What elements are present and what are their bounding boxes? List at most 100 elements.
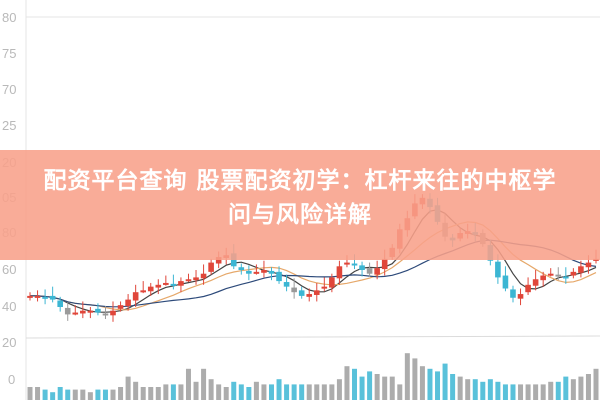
- volume-bar: [261, 384, 267, 400]
- candle-body: [276, 271, 282, 282]
- volume-bar: [359, 376, 365, 400]
- candle-body: [366, 268, 373, 274]
- volume-bar: [427, 368, 433, 400]
- volume-bar: [95, 389, 101, 400]
- candle-body: [570, 271, 577, 276]
- volume-bar: [57, 387, 63, 400]
- candle-body: [57, 300, 63, 307]
- candle-body: [64, 307, 71, 315]
- volume-bar: [291, 384, 297, 400]
- volume-bar: [367, 371, 373, 400]
- candle-body: [125, 299, 131, 307]
- volume-bar: [495, 381, 501, 400]
- candle-body: [117, 305, 124, 309]
- candle-body: [238, 267, 245, 270]
- candle-body: [80, 310, 86, 314]
- volume-bar: [442, 363, 448, 400]
- candle-body: [246, 270, 252, 274]
- volume-bar: [472, 379, 478, 400]
- candle-body: [200, 273, 207, 279]
- candle-body: [578, 266, 584, 273]
- candle-body: [147, 286, 154, 292]
- candle-body: [517, 294, 524, 299]
- volume-bar: [178, 384, 184, 400]
- volume-bar: [238, 384, 244, 400]
- price-tick-label: 60: [2, 262, 17, 277]
- candle-body: [155, 284, 162, 288]
- candle-body: [215, 257, 222, 264]
- volume-bar: [208, 379, 214, 400]
- volume-bar: [450, 374, 456, 400]
- volume-bar: [133, 381, 139, 400]
- volume-bar: [118, 387, 124, 400]
- volume-bar: [563, 376, 569, 400]
- volume-bar: [299, 384, 305, 400]
- volume-bar: [570, 379, 576, 400]
- candle-body: [374, 268, 380, 275]
- volume-bar: [246, 387, 252, 400]
- candle-body: [532, 279, 539, 286]
- candle-body: [95, 308, 101, 313]
- volume-bar: [397, 384, 403, 400]
- headline-line-1: 配资平台查询 股票配资初学：杠杆来往的中枢学: [43, 168, 557, 194]
- volume-bar: [435, 371, 441, 400]
- candle-body: [502, 275, 509, 289]
- volume-bar: [382, 376, 388, 400]
- candle-body: [253, 271, 260, 274]
- candle-body: [555, 274, 562, 277]
- price-tick-label: 70: [2, 82, 17, 97]
- candle-body: [261, 270, 267, 273]
- volume-bar: [102, 389, 108, 400]
- volume-bar: [231, 381, 237, 400]
- volume-bar: [276, 379, 282, 400]
- candle-body: [49, 295, 56, 300]
- candle-body: [321, 286, 328, 289]
- price-tick-label: 25: [2, 118, 17, 133]
- volume-bar: [268, 384, 274, 400]
- volume-bar: [487, 379, 493, 400]
- candle-body: [27, 295, 33, 298]
- volume-bar: [50, 392, 56, 400]
- candle-body: [170, 283, 177, 286]
- volume-bar: [578, 376, 584, 400]
- volume-bar: [125, 376, 131, 400]
- volume-bar: [480, 381, 486, 400]
- volume-bar: [593, 368, 599, 400]
- headline-line-2: 问与风险详解: [228, 202, 372, 228]
- candle-body: [132, 292, 139, 301]
- candle-body: [185, 279, 192, 282]
- volume-bar: [404, 353, 410, 400]
- price-tick-label: 75: [2, 46, 17, 61]
- volume-bar: [374, 374, 380, 400]
- volume-bar: [185, 368, 191, 400]
- volume-bar: [457, 376, 463, 400]
- candle-body: [540, 275, 546, 281]
- candle-body: [87, 310, 94, 313]
- candle-body: [381, 258, 388, 270]
- candle-body: [72, 312, 79, 315]
- candle-body: [110, 310, 116, 316]
- candle-body: [268, 270, 275, 274]
- candle-body: [336, 266, 343, 279]
- candle-body: [140, 290, 146, 293]
- candle-body: [306, 294, 313, 297]
- candle-body: [178, 281, 184, 286]
- volume-bar: [201, 368, 207, 400]
- volume-bar: [321, 384, 327, 400]
- volume-bar: [148, 387, 154, 400]
- volume-bar: [352, 368, 358, 400]
- volume-bar: [555, 381, 561, 400]
- candle-body: [359, 265, 365, 270]
- candle-body: [525, 284, 531, 293]
- candle-body: [291, 287, 297, 293]
- candle-body: [563, 276, 569, 279]
- candle-body: [351, 263, 358, 266]
- volume-bar: [284, 384, 290, 400]
- candle-body: [102, 313, 109, 316]
- grid-line: [25, 335, 600, 339]
- volume-bar: [216, 384, 222, 400]
- volume-bar: [548, 381, 554, 400]
- candle-body: [329, 277, 335, 288]
- volume-bar: [314, 384, 320, 400]
- volume-bar: [87, 392, 93, 400]
